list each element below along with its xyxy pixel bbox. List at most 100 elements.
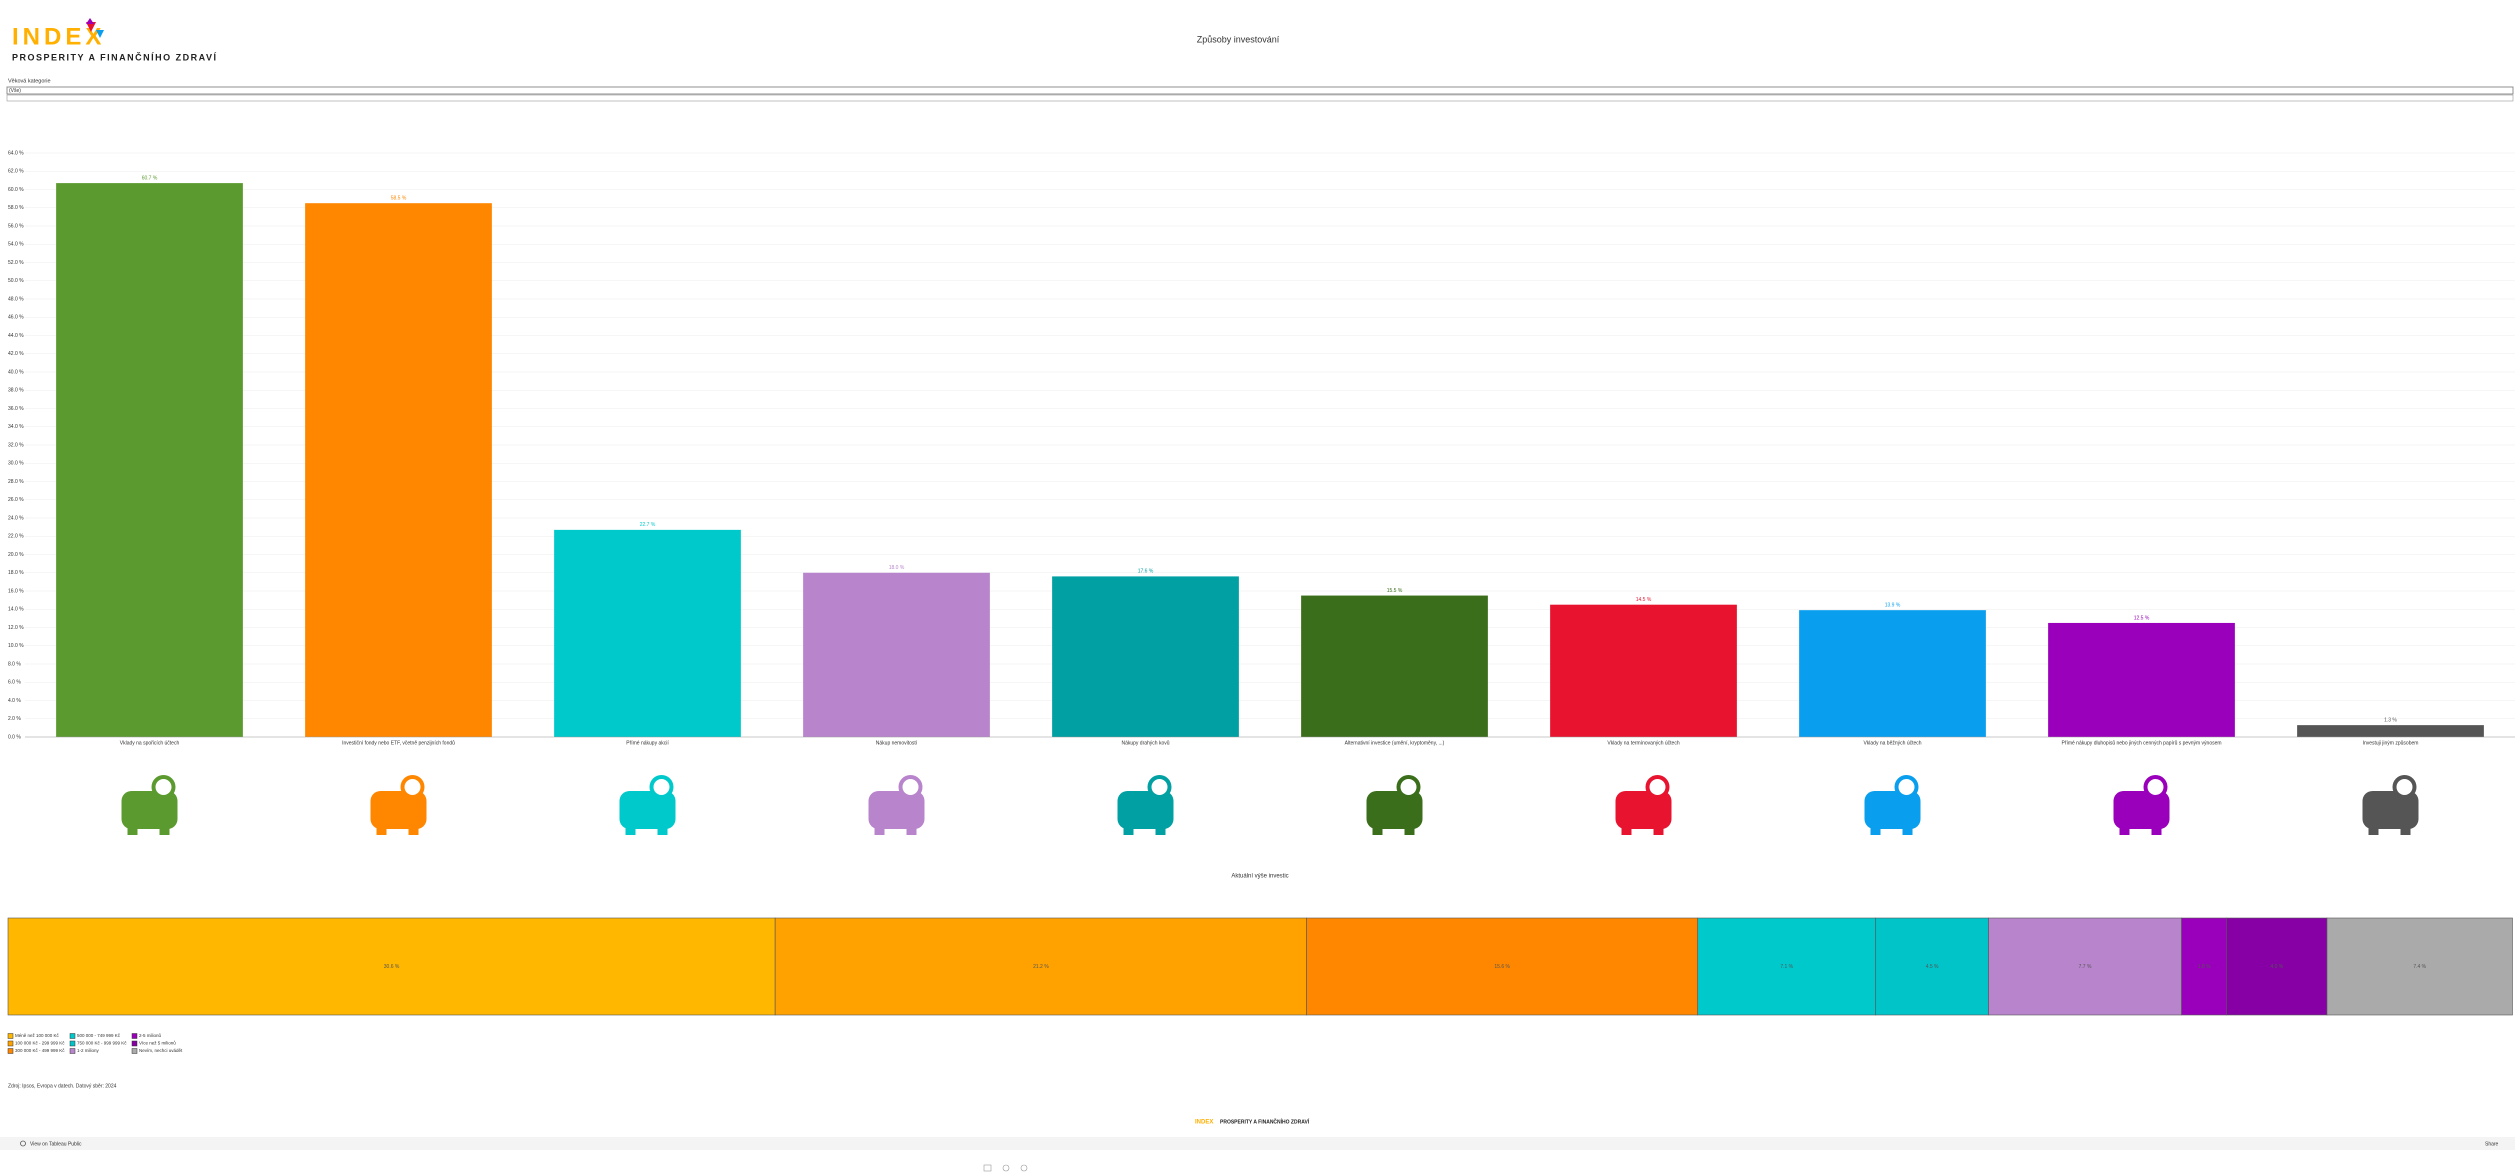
icon	[2119, 825, 2130, 835]
tableau-link[interactable]: View on Tableau Public	[30, 1141, 82, 1147]
y-tick-label: 42.0 %	[8, 351, 24, 357]
icon	[370, 791, 427, 829]
icon	[408, 825, 419, 835]
icon	[2396, 779, 2413, 795]
y-tick-label: 26.0 %	[8, 497, 24, 503]
y-tick-label: 64.0 %	[8, 150, 24, 156]
y-tick-label: 36.0 %	[8, 406, 24, 412]
x-tick-label: Investuji jiným způsobem	[2363, 739, 2419, 746]
icon	[2362, 791, 2419, 829]
data-label: 15.5 %	[1387, 588, 1403, 594]
y-tick-label: 8.0 %	[8, 661, 21, 667]
bar	[56, 183, 243, 738]
segment	[1306, 917, 1699, 1016]
data-label: 15.6 %	[1494, 964, 1510, 970]
legend-swatch	[7, 1048, 14, 1054]
icon	[1366, 791, 1423, 829]
y-tick-label: 54.0 %	[8, 242, 24, 248]
logo-subtitle: PROSPERITY A FINANČNÍHO ZDRAVÍ	[12, 51, 218, 62]
logo-mark	[86, 22, 96, 32]
data-label: 1.3 %	[2384, 717, 2397, 723]
icon	[1372, 825, 1383, 835]
legend-label: Méně než 100 000 Kč	[15, 1033, 60, 1038]
bar	[305, 203, 492, 737]
icon	[1653, 825, 1664, 835]
pager-icon[interactable]	[983, 1164, 992, 1172]
data-label: 13.9 %	[1885, 602, 1901, 608]
icon	[1898, 779, 1915, 795]
y-tick-label: 4.0 %	[8, 698, 21, 704]
icon	[1864, 791, 1921, 829]
legend-swatch	[69, 1040, 76, 1047]
data-label: 21.2 %	[1033, 964, 1049, 970]
icon	[1870, 825, 1881, 835]
x-tick-label: Vklady na běžných účtech	[1863, 740, 1921, 746]
data-label: 30.6 %	[384, 964, 400, 970]
x-tick-label: Přímé nákupy akcií	[626, 740, 669, 746]
bar	[803, 572, 990, 737]
icon	[404, 779, 421, 795]
icon	[625, 825, 636, 835]
y-tick-label: 2.0 %	[8, 716, 21, 722]
icon	[1400, 779, 1417, 795]
icon	[2147, 779, 2164, 795]
data-label: 12.5 %	[2134, 615, 2150, 621]
icon	[1615, 791, 1672, 829]
pager-icon[interactable]	[1020, 1164, 1028, 1172]
x-tick-label: Vklady na termínovaných účtech	[1607, 740, 1679, 746]
segment	[7, 917, 776, 1016]
segment	[1697, 917, 1877, 1016]
y-tick-label: 6.0 %	[8, 680, 21, 686]
y-tick-label: 14.0 %	[8, 607, 24, 613]
icon	[1404, 825, 1415, 835]
legend: Méně než 100 000 Kč 100 000 Kč - 299 999 …	[7, 1032, 183, 1054]
segment	[774, 917, 1307, 1016]
icon	[1123, 825, 1134, 835]
filter-dropdown[interactable]	[6, 86, 2514, 95]
icon	[874, 825, 885, 835]
icon-row	[121, 775, 2419, 835]
data-label: 17.6 %	[1138, 569, 1154, 575]
tableau-icon	[20, 1140, 26, 1147]
bar	[1550, 604, 1737, 737]
legend-swatch	[131, 1033, 138, 1039]
legend-swatch	[69, 1033, 76, 1039]
share-button[interactable]: Share	[2485, 1141, 2499, 1147]
icon	[619, 791, 676, 829]
toolbar	[0, 1137, 2515, 1150]
logo: INDEX	[12, 23, 105, 50]
legend-label: Více než 5 milionů	[139, 1040, 176, 1046]
icon	[657, 825, 668, 835]
legend-label: 1-2 miliony	[77, 1048, 100, 1053]
chart-title: Způsoby investování	[1197, 34, 1280, 44]
y-tick-label: 48.0 %	[8, 296, 24, 302]
icon	[868, 791, 925, 829]
bar	[1301, 595, 1488, 737]
data-label: 60.7 %	[142, 175, 158, 181]
y-tick-label: 44.0 %	[8, 333, 24, 339]
data-label: 58.5 %	[391, 196, 407, 202]
logo-subtitle-small: PROSPERITY A FINANČNÍHO ZDRAVÍ	[1220, 1117, 1310, 1125]
pager-icon[interactable]	[1002, 1164, 1010, 1172]
bar	[554, 529, 741, 737]
icon	[1151, 779, 1168, 795]
filter-list	[6, 94, 2514, 102]
bar-chart: 0.0 % 2.0 % 4.0 % 6.0 % 8.0 % 10.0 % 12.0 % 14.…	[8, 150, 2515, 746]
legend-swatch	[7, 1040, 14, 1047]
icon	[1902, 825, 1913, 835]
icon	[121, 791, 178, 829]
icon	[902, 779, 919, 795]
filter-value: (Vše)	[9, 88, 21, 94]
y-tick-label: 46.0 %	[8, 315, 24, 321]
data-label: 1.8 %	[2198, 964, 2211, 970]
y-tick-label: 62.0 %	[8, 169, 24, 175]
segment	[1988, 917, 2182, 1016]
icon	[2151, 825, 2162, 835]
logo-small: INDEX	[1195, 1120, 1213, 1126]
y-tick-label: 28.0 %	[8, 479, 24, 485]
filter-label: Věková kategorie	[8, 78, 51, 84]
y-tick-label: 10.0 %	[8, 643, 24, 649]
bar	[2048, 622, 2235, 737]
icon	[155, 779, 172, 795]
